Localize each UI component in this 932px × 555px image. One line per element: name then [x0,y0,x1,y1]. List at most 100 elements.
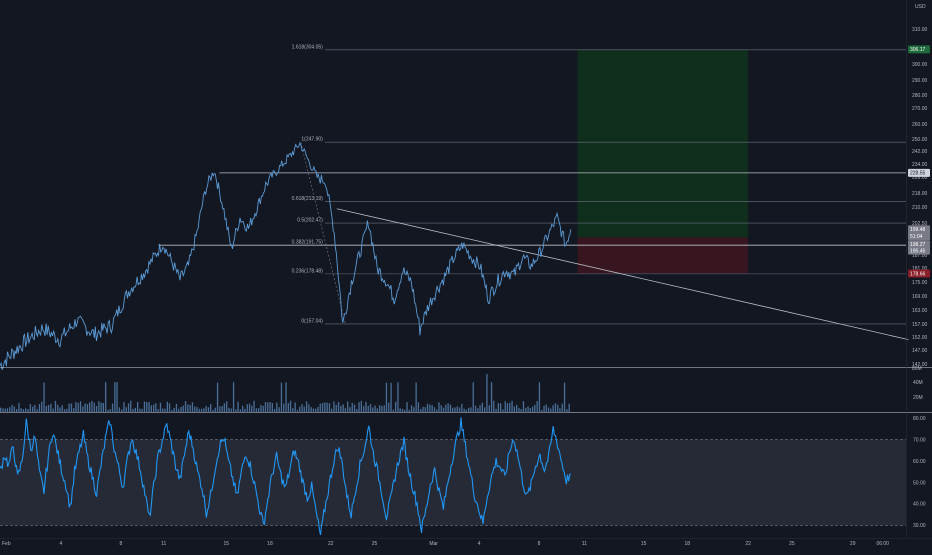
volume-bar [440,405,442,412]
volume-bar [456,406,458,412]
volume-bar [493,400,495,412]
volume-bar [292,408,294,412]
volume-bar [525,407,527,412]
volume-bar [274,409,276,412]
volume-bar [310,407,312,412]
volume-bar [353,404,356,412]
loss-zone [577,237,749,274]
fib-level-label: 0.618(213.19) [292,196,323,202]
rsi-axis-tick: 80.00 [913,416,926,422]
volume-bar [424,407,426,412]
fib-level-label: 0(157.04) [301,318,323,324]
volume-bar [180,406,182,412]
price-axis-tick: 142.00 [912,362,928,368]
price-axis-tick: 152.00 [912,335,928,341]
fib-level-label: 0.5(202.47) [297,218,323,224]
volume-bar [335,404,337,412]
volume-bar [385,382,388,412]
volume-bar [328,403,331,412]
volume-bar [89,402,91,412]
price-axis-tick: 175.00 [912,280,928,286]
volume-bar [36,409,38,412]
volume-bar [54,400,57,412]
volume-bar [221,406,223,412]
price-axis-tick: 280.00 [912,93,928,99]
volume-bar [506,403,509,412]
volume-bar [520,409,522,412]
volume-bar [127,403,130,412]
fib-level-label: 1.618(304.05) [292,44,323,50]
volume-bar [143,401,146,412]
volume-bar [139,408,141,412]
volume-bar [200,408,203,412]
volume-bar [187,404,189,412]
volume-bar [75,402,77,412]
profit-zone [577,49,749,238]
volume-bar [61,405,63,412]
volume-bar [541,409,543,412]
rsi-band [0,439,906,526]
time-axis-tick: 4 [59,541,62,547]
volume-bar [84,403,86,412]
volume-bar [244,408,246,412]
volume-bar [376,408,378,412]
volume-bar [397,382,399,412]
price-badge-line [908,168,930,177]
time-axis-tick: 4 [478,541,481,547]
price-badge-label: 228.55 [910,171,926,177]
time-axis-tick: 11 [582,541,587,547]
volume-bar [20,408,22,412]
volume-bar [4,408,6,412]
price-axis-tick: 260.00 [912,122,928,128]
volume-bar [111,403,114,412]
price-badge-price [908,240,930,249]
volume-bar [351,403,353,412]
price-axis-tick: 147.00 [912,348,928,354]
volume-bar [86,404,89,412]
volume-axis-label: 80M [912,366,922,372]
volume-bar [146,401,148,412]
volume-bar [495,408,497,412]
volume-bar [157,409,159,412]
volume-bar [449,404,452,412]
rsi-axis-tick: 60.00 [913,459,926,465]
volume-bar [155,403,157,412]
volume-bar [260,404,262,412]
volume-bar [431,405,433,412]
volume-bar [429,404,431,412]
volume-bar [52,408,54,412]
volume-bar [502,409,504,412]
volume-bar [477,408,479,412]
volume-bar [401,408,404,412]
time-axis-tick: 06:00 [876,541,889,547]
price-axis-tick: 210.00 [912,205,928,211]
price-axis-tick: 226.00 [912,175,928,181]
fib-level-label: 0.382(191.75) [292,240,323,246]
volume-bar [59,407,61,412]
volume-bar [134,407,136,412]
volume-bar [50,403,52,412]
volume-bar [299,406,301,412]
volume-bar [283,403,285,412]
price-axis-tick: 157.00 [912,322,928,328]
volume-bar [404,409,406,412]
volume-bar [27,409,29,412]
price-badge-price [908,225,930,234]
volume-bar [436,409,438,412]
time-axis-tick: Mar [429,541,438,547]
volume-bar [73,408,75,412]
volume-bar [324,402,326,412]
volume-bar [235,409,237,412]
volume-bar [500,403,502,412]
price-axis-tick: 270.00 [912,106,928,112]
volume-bar [16,409,18,412]
volume-bar [552,405,554,412]
volume-bar [223,403,225,412]
volume-bar [344,408,346,412]
volume-bar [358,402,360,412]
volume-bar [465,409,467,412]
volume-bar [568,403,570,412]
volume-bar [559,408,561,412]
